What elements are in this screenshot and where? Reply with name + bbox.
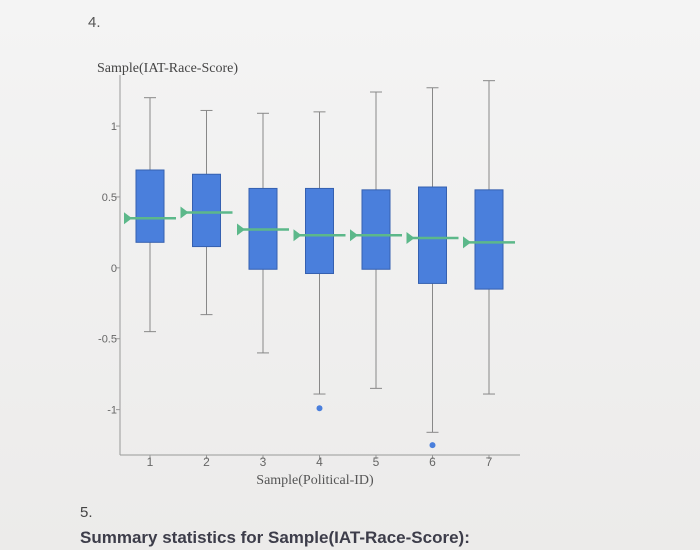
median-marker [293,229,302,242]
outlier [429,442,436,449]
box [305,187,334,275]
box [192,173,221,248]
box [361,189,391,270]
x-tick-label: 4 [316,455,323,469]
median-marker [124,212,132,225]
x-tick-label: 5 [373,455,380,469]
section-number: 5. [80,504,93,521]
section-heading: Summary statistics for Sample(IAT-Race-S… [80,528,470,547]
x-tick-label: 2 [203,455,210,469]
median-marker [180,206,189,219]
x-axis-label: Sample(Political-ID) [256,473,374,488]
box [135,169,165,243]
outlier [316,405,323,412]
x-tick-label: 1 [147,455,154,469]
box [474,189,504,290]
y-tick-label: 0.5 [102,192,117,204]
y-tick-label: 0 [111,263,117,275]
median-marker [350,229,358,242]
y-tick-label: -0.5 [98,334,117,346]
median-marker [463,236,471,249]
chart-title: Sample(IAT-Race-Score) [97,61,238,76]
median-marker [406,232,415,245]
y-tick-label: -1 [107,405,117,417]
question-number: 4. [88,14,101,31]
median-marker [237,223,245,236]
box [418,186,447,284]
x-tick-label: 7 [486,455,493,469]
x-tick-label: 6 [429,455,436,469]
x-tick-label: 3 [260,455,267,469]
y-tick-label: 1 [111,121,117,133]
